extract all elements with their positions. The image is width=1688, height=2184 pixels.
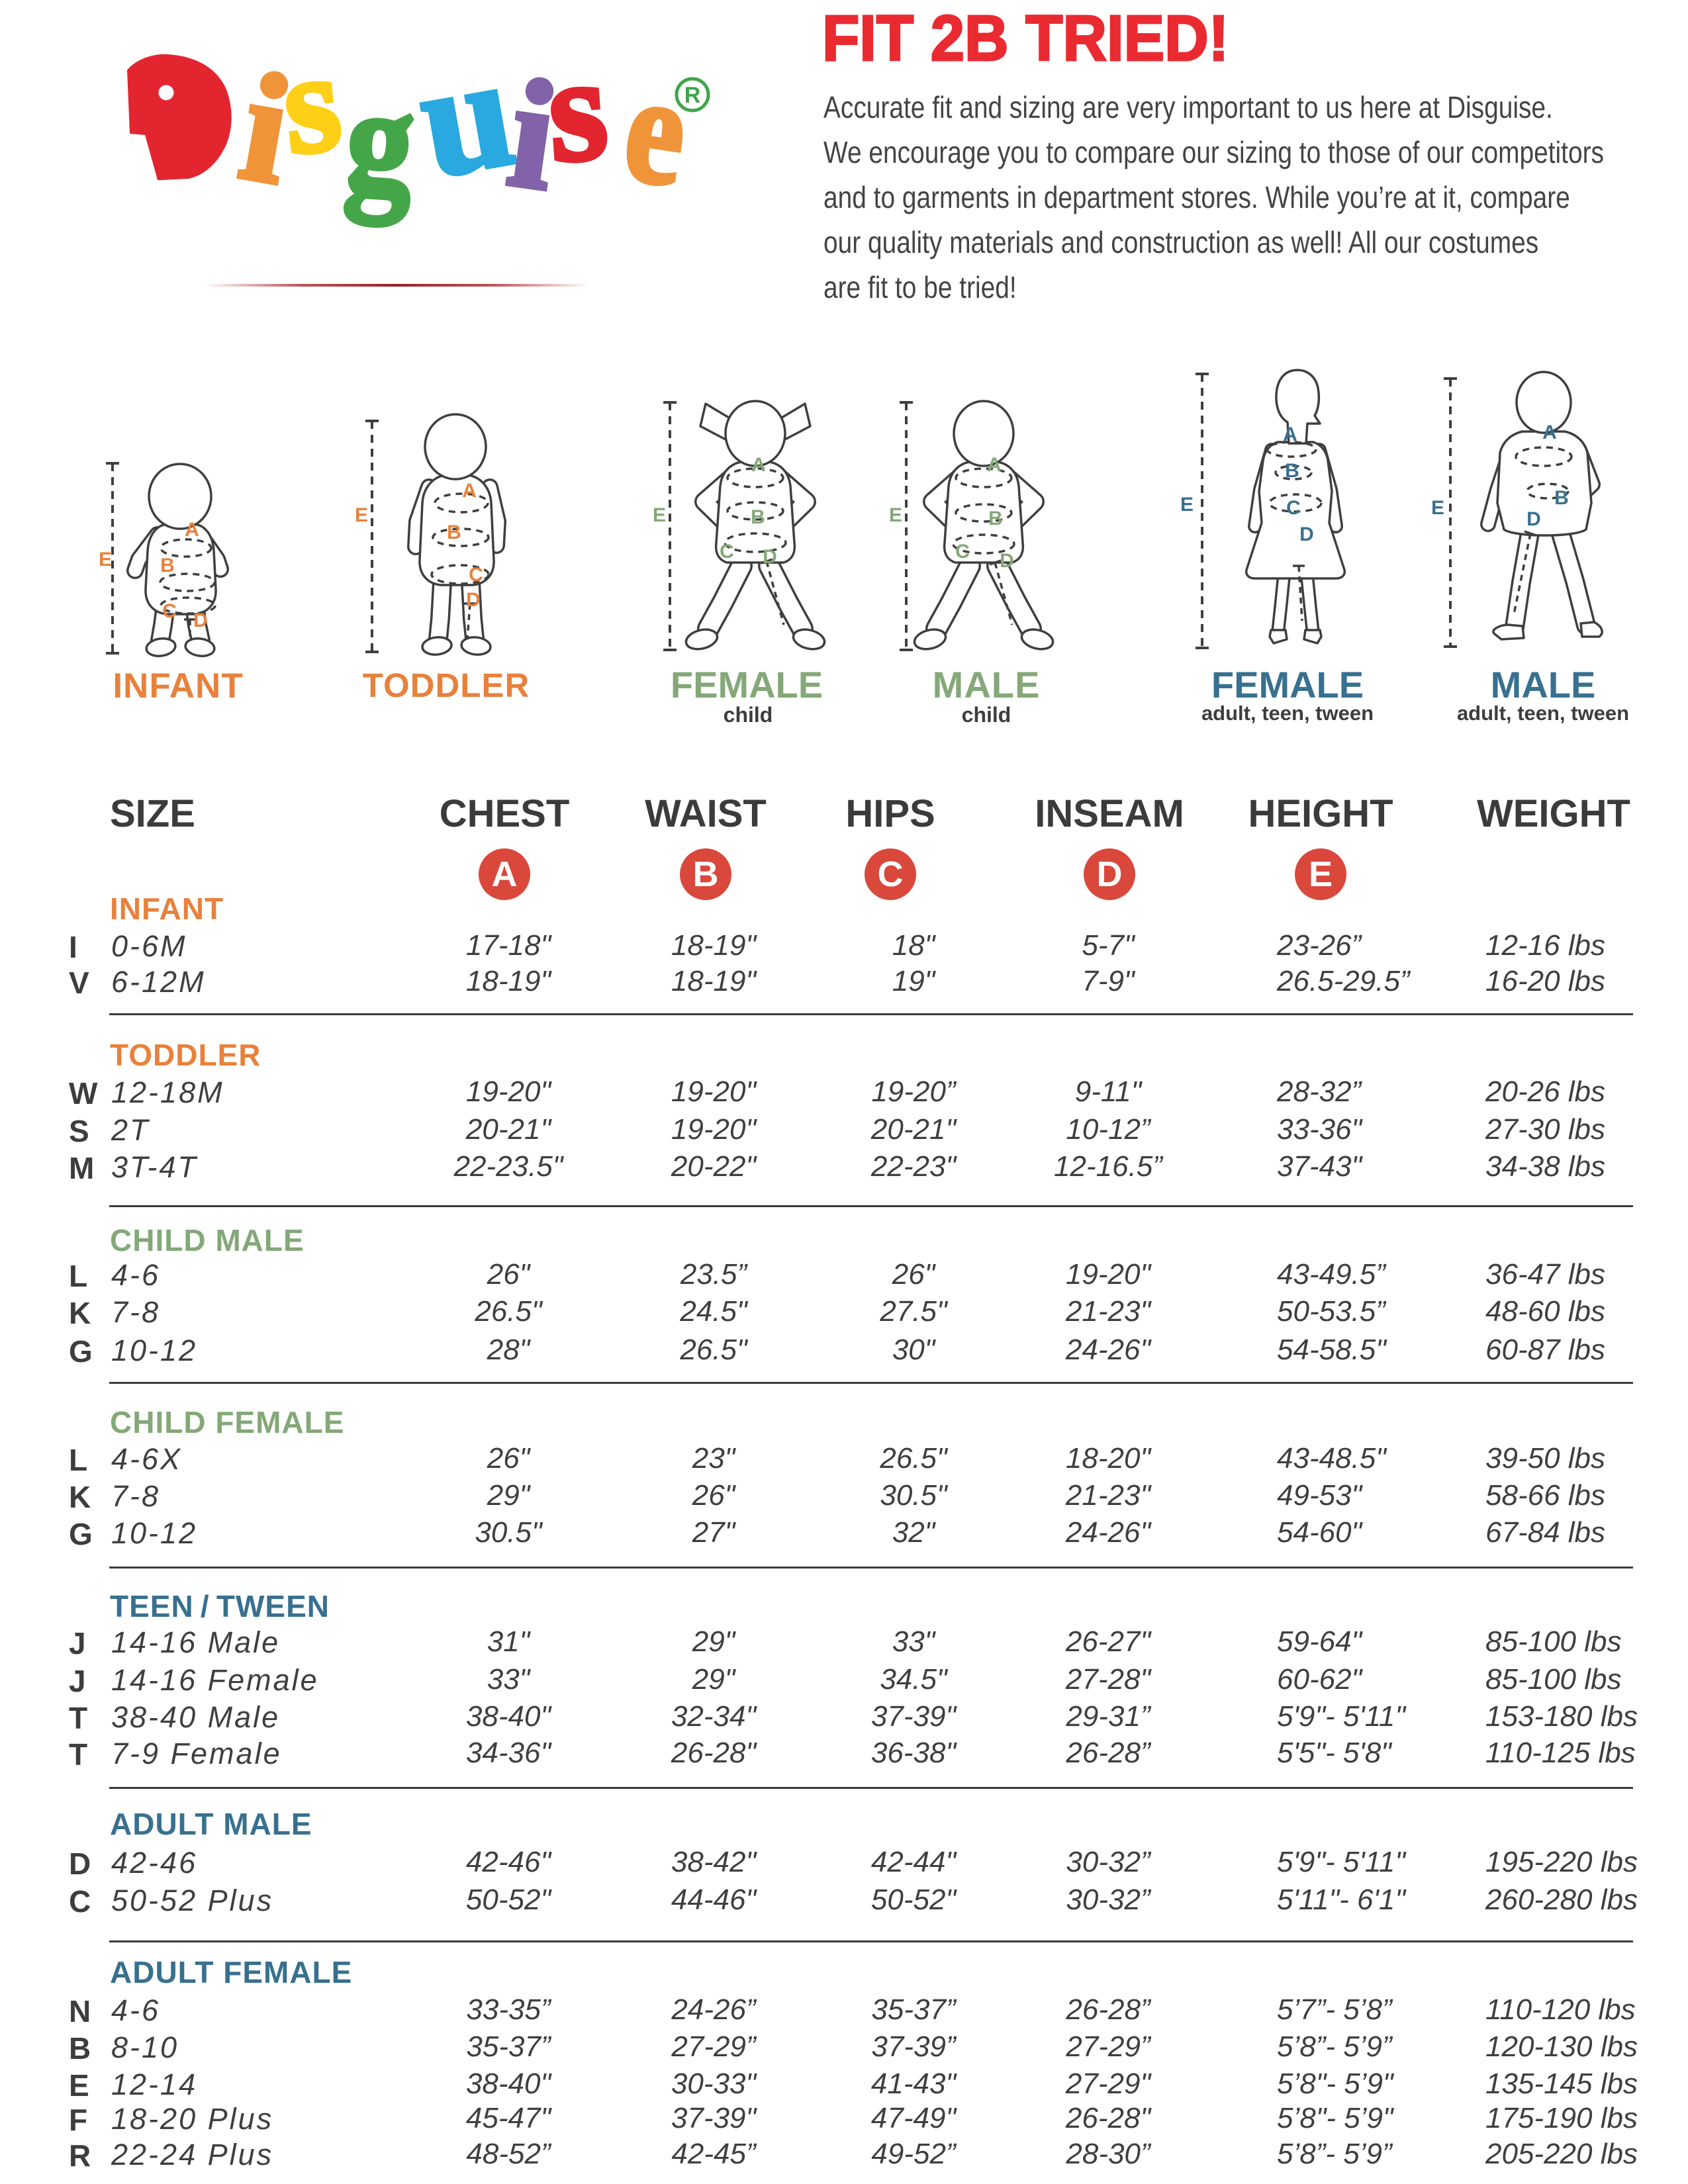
svg-text:B: B bbox=[160, 555, 175, 576]
svg-text:D: D bbox=[1000, 550, 1014, 572]
svg-text:A: A bbox=[462, 480, 477, 502]
svg-text:A: A bbox=[185, 519, 199, 541]
svg-text:A: A bbox=[1542, 422, 1557, 443]
svg-text:E: E bbox=[355, 504, 368, 526]
svg-text:R: R bbox=[684, 83, 701, 108]
svg-text:C: C bbox=[720, 541, 734, 563]
svg-text:C: C bbox=[469, 564, 483, 586]
svg-text:B: B bbox=[1554, 487, 1569, 509]
svg-text:D: D bbox=[193, 610, 208, 631]
svg-text:E: E bbox=[99, 549, 112, 570]
svg-text:C: C bbox=[1286, 497, 1301, 519]
svg-text:C: C bbox=[162, 600, 177, 622]
svg-text:B: B bbox=[751, 506, 765, 528]
svg-text:D: D bbox=[466, 589, 481, 611]
svg-text:E: E bbox=[1431, 497, 1444, 519]
svg-text:E: E bbox=[1180, 494, 1194, 516]
svg-text:B: B bbox=[988, 508, 1003, 529]
svg-text:E: E bbox=[889, 504, 902, 526]
svg-text:E: E bbox=[653, 504, 666, 526]
svg-text:C: C bbox=[955, 541, 970, 563]
svg-text:A: A bbox=[751, 454, 766, 476]
svg-text:A: A bbox=[1283, 424, 1297, 445]
svg-text:D: D bbox=[763, 546, 777, 568]
svg-text:D: D bbox=[1526, 508, 1541, 530]
svg-text:A: A bbox=[987, 454, 1002, 476]
svg-text:B: B bbox=[447, 522, 461, 543]
svg-text:B: B bbox=[1285, 460, 1299, 482]
svg-text:D: D bbox=[1299, 523, 1314, 545]
